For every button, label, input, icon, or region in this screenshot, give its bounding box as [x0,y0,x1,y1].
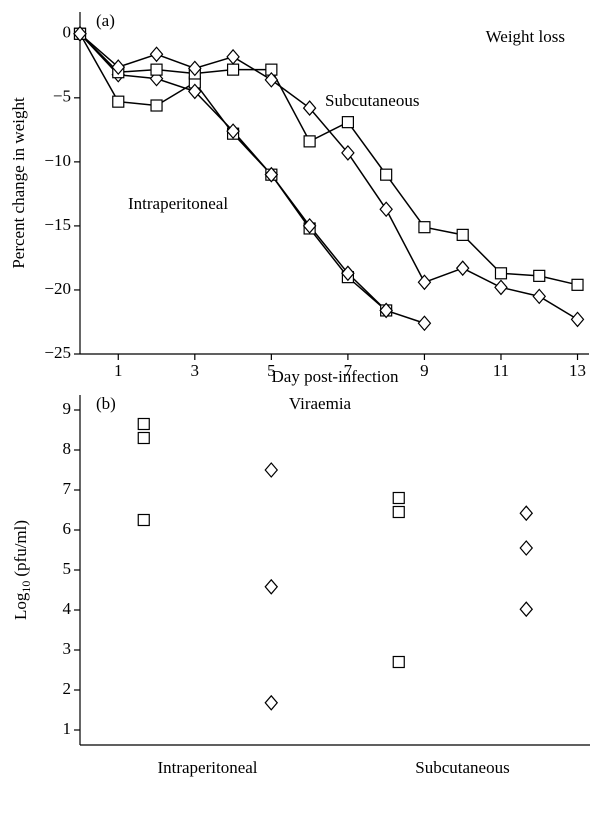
square-marker [341,116,354,129]
diamond-marker [379,302,393,319]
panel-label: (a) [96,11,115,30]
y-tick-label: 1 [63,719,72,738]
x-tick-label: 3 [191,361,200,380]
y-tick-label: 5 [63,559,72,578]
x-tick-label: Subcutaneous [415,758,509,777]
diamond-marker [111,59,126,76]
square-marker [303,135,316,148]
y-tick-label: −5 [53,87,71,106]
diamond-marker [455,260,470,277]
diamond-marker [519,540,534,556]
x-tick-label: 11 [493,361,509,380]
diamond-marker [188,60,202,77]
y-tick-label: 8 [63,439,72,458]
x-tick-label: 7 [344,361,353,380]
y-tick-label: −25 [44,343,71,362]
diamond-marker [264,71,279,88]
y-tick-label: 0 [63,23,72,42]
diamond-marker [570,311,585,328]
chart-title: Weight loss [486,27,565,46]
x-tick-label: 1 [114,361,123,380]
annotation: Intraperitoneal [128,194,228,213]
y-label-part: Log [11,592,30,620]
diamond-marker [519,505,534,522]
y-tick-label: 7 [63,479,72,498]
diamond-marker [226,123,240,140]
y-tick-label: 6 [63,519,72,538]
y-tick-label: −10 [44,151,71,170]
y-axis-label: Log10 (pfu/ml) [11,520,33,620]
panel-label: (b) [96,394,116,413]
square-marker [150,63,163,76]
x-axis-label: Day post-infection [272,367,399,386]
square-marker [392,491,405,505]
square-marker [533,269,546,282]
square-marker [418,221,431,234]
y-tick-label: −15 [44,215,71,234]
square-marker [456,228,469,241]
diamond-marker [149,46,164,63]
diamond-marker [379,201,393,218]
diamond-marker [341,265,355,282]
y-label-part: (pfu/ml) [11,520,30,577]
x-tick-label: 13 [569,361,586,380]
square-marker [494,267,508,280]
annotation: Subcutaneous [325,91,419,110]
y-axis-label: Percent change in weight [9,97,28,269]
diamond-marker [417,274,432,291]
diamond-marker [532,288,547,305]
series-line [79,33,425,324]
chart-title: Viraemia [289,394,352,413]
square-marker [137,513,150,527]
diamond-marker [73,25,87,42]
diamond-marker [341,144,355,161]
y-tick-label: 4 [63,599,72,618]
diamond-marker [494,279,508,296]
diamond-marker [417,315,432,332]
square-marker [571,278,584,291]
square-marker [226,63,240,76]
square-marker [137,417,150,431]
diamond-marker [188,83,202,100]
square-marker [392,655,405,669]
y-tick-label: 3 [63,639,72,658]
x-tick-label: 9 [420,361,429,380]
series-line [79,33,578,321]
diamond-marker [264,462,279,478]
diamond-marker [519,601,534,618]
x-tick-label: 5 [267,361,276,380]
y-tick-label: 9 [63,399,72,418]
diamond-marker [264,166,279,183]
x-tick-label: Intraperitoneal [157,758,257,777]
y-tick-label: 2 [63,679,72,698]
series-line [79,33,578,286]
square-marker [392,505,405,519]
square-marker [112,95,125,108]
square-marker [137,431,150,445]
diamond-marker [226,48,240,65]
diamond-marker [264,694,279,711]
diamond-marker [264,578,279,595]
diamond-marker [302,100,317,116]
y-tick-label: −20 [44,279,71,298]
square-marker [380,168,393,181]
diamond-marker [302,217,317,234]
y-label-subscript: 10 [19,581,33,593]
square-marker [150,99,163,112]
